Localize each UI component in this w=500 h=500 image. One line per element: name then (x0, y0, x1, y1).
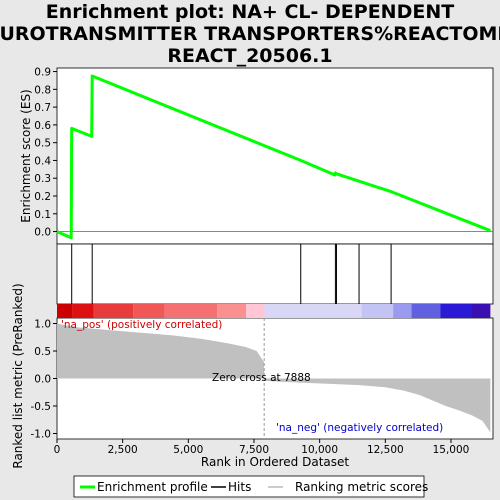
chart-title-line-1: Enrichment plot: NA+ CL- DEPENDENT (46, 1, 454, 23)
es-y-tick-label-5: 0.5 (34, 138, 51, 150)
color-bar-segment-0 (57, 304, 73, 318)
x-tick-label-6: 15,000 (433, 444, 470, 456)
color-bar-segment-1 (72, 304, 94, 318)
x-tick-label-0: 0 (54, 444, 61, 456)
color-bar-segment-4 (164, 304, 218, 318)
legend-metric-label: Ranking metric scores (295, 480, 428, 494)
es-y-tick-label-2: 0.2 (34, 191, 51, 203)
color-bar-segment-5 (217, 304, 247, 318)
color-bar-segment-8 (361, 304, 394, 318)
color-bar-segment-11 (440, 304, 472, 318)
zero-cross-label: Zero cross at 7888 (212, 372, 311, 384)
neg-correlated-label: 'na_neg' (negatively correlated) (276, 422, 443, 434)
rank-y-tick-label-3: -0.5 (31, 401, 52, 413)
es-y-tick-label-8: 0.8 (34, 84, 51, 96)
x-tick-label-4: 10,000 (301, 444, 338, 456)
x-tick-label-1: 2,500 (108, 444, 138, 456)
hits-panel-background (56, 243, 494, 305)
color-bar-segment-9 (393, 304, 412, 318)
es-y-tick-label-0: 0.0 (34, 227, 51, 239)
es-axis-label: Enrichment score (ES) (19, 89, 33, 222)
es-y-tick-label-7: 0.7 (34, 102, 51, 114)
color-bar-segment-7 (264, 304, 362, 318)
x-tick-label-2: 5,000 (173, 444, 203, 456)
ranked-axis-label: Ranked list metric (PreRanked) (11, 283, 25, 468)
chart-title-line-3: REACT_20506.1 (167, 45, 332, 67)
es-y-tick-label-3: 0.3 (34, 173, 51, 185)
color-bar-segment-3 (133, 304, 165, 318)
ranking-metric-area (57, 323, 491, 433)
es-panel-background (56, 67, 494, 245)
color-bar-segment-2 (93, 304, 134, 318)
chart-title-line-2: NEUROTRANSMITTER TRANSPORTERS%REACTOME% (0, 23, 500, 45)
rank-y-tick-label-1: 0.5 (34, 346, 51, 358)
legend-profile-label: Enrichment profile (97, 480, 208, 494)
x-tick-label-5: 12,500 (367, 444, 404, 456)
legend-hits-label: Hits (228, 480, 251, 494)
es-y-tick-label-4: 0.4 (34, 155, 51, 167)
es-y-tick-label-6: 0.6 (34, 120, 51, 132)
rank-y-tick-label-2: 0.0 (34, 374, 51, 386)
pos-correlated-label: 'na_pos' (positively correlated) (61, 319, 222, 331)
color-bar-segment-6 (246, 304, 265, 318)
es-y-tick-label-1: 0.1 (34, 209, 51, 221)
rank-y-tick-label-0: 1.0 (34, 319, 51, 331)
rank-y-tick-label-4: -1.0 (31, 429, 52, 441)
x-axis-label: Rank in Ordered Dataset (201, 455, 349, 469)
legend-box (73, 475, 425, 498)
enrichment-profile-line (56, 74, 491, 240)
x-tick-label-3: 7,500 (239, 444, 269, 456)
color-bar-segment-12 (471, 304, 491, 318)
es-y-tick-label-9: 0.9 (34, 67, 51, 79)
color-bar-segment-10 (411, 304, 441, 318)
